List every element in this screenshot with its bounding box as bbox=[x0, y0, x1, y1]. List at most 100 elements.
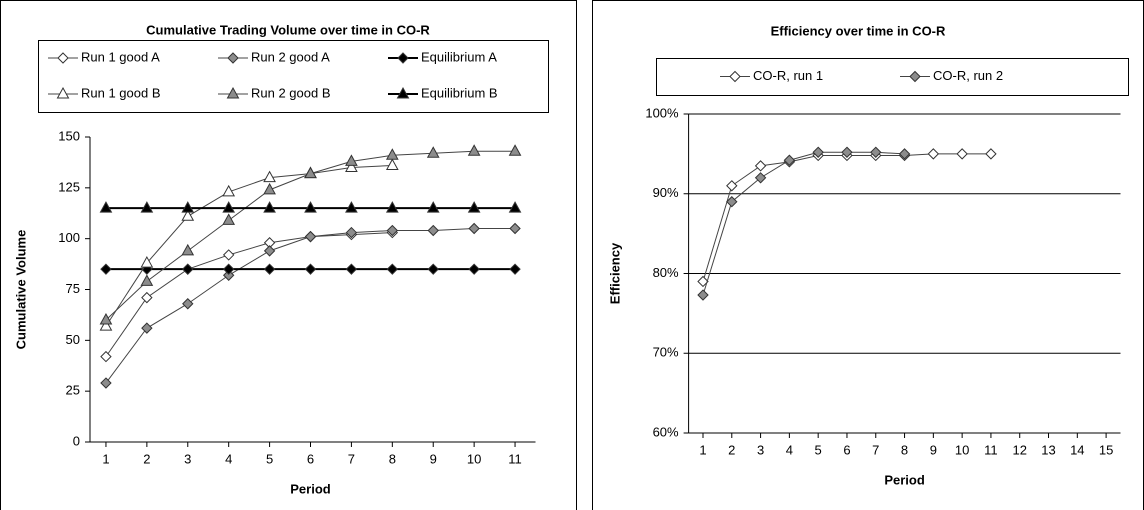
data-point bbox=[697, 289, 709, 301]
data-point bbox=[386, 224, 399, 237]
data-point bbox=[263, 170, 276, 183]
data-point bbox=[468, 222, 480, 235]
x-tick-label: 9 bbox=[430, 451, 437, 466]
x-tick-label: 4 bbox=[225, 451, 232, 466]
x-tick-label: 1 bbox=[102, 451, 109, 466]
legend-marker bbox=[56, 86, 70, 99]
y-tick-label: 70% bbox=[653, 345, 679, 360]
legend-marker bbox=[396, 86, 410, 99]
data-point bbox=[140, 256, 154, 268]
legend-box bbox=[656, 58, 1129, 96]
chart-title: Efficiency over time in CO-R bbox=[771, 23, 946, 38]
data-point bbox=[385, 148, 399, 160]
data-point bbox=[870, 146, 882, 158]
data-point bbox=[263, 201, 276, 213]
data-point bbox=[426, 146, 440, 158]
data-point bbox=[99, 312, 113, 325]
legend-label: CO-R, run 2 bbox=[933, 68, 1003, 83]
data-point bbox=[508, 144, 522, 156]
data-point bbox=[726, 196, 738, 208]
x-tick-label: 10 bbox=[955, 442, 969, 457]
data-point bbox=[812, 146, 824, 158]
data-point bbox=[841, 146, 853, 158]
data-point bbox=[345, 263, 358, 275]
data-point bbox=[345, 160, 358, 172]
x-tick-label: 7 bbox=[872, 442, 879, 457]
x-tick-label: 1 bbox=[699, 442, 706, 457]
x-tick-label: 5 bbox=[815, 442, 822, 457]
data-point bbox=[263, 182, 276, 195]
data-point bbox=[427, 224, 439, 237]
data-point bbox=[468, 263, 480, 275]
data-point bbox=[754, 160, 767, 172]
x-tick-label: 3 bbox=[757, 442, 764, 457]
data-point bbox=[263, 245, 276, 257]
data-point bbox=[140, 274, 154, 286]
legend-label: Equilibrium B bbox=[421, 85, 498, 100]
legend-label: CO-R, run 1 bbox=[753, 68, 823, 83]
x-tick-label: 7 bbox=[348, 451, 355, 466]
x-tick-label: 8 bbox=[389, 451, 396, 466]
data-point bbox=[386, 263, 399, 275]
data-point bbox=[222, 201, 236, 213]
x-axis-label: Period bbox=[884, 472, 925, 487]
y-tick-label: 100 bbox=[58, 230, 80, 245]
y-tick-label: 90% bbox=[653, 185, 679, 200]
data-point bbox=[956, 148, 968, 160]
data-point bbox=[141, 322, 153, 334]
x-tick-label: 6 bbox=[843, 442, 850, 457]
x-tick-label: 11 bbox=[984, 442, 998, 457]
legend-label: Run 2 good A bbox=[251, 49, 330, 64]
data-point bbox=[985, 148, 997, 160]
data-point bbox=[304, 230, 317, 243]
y-tick-label: 0 bbox=[73, 433, 80, 448]
data-point bbox=[754, 172, 767, 184]
data-point bbox=[509, 263, 521, 275]
series-line bbox=[105, 164, 393, 327]
data-point bbox=[181, 201, 195, 213]
x-tick-label: 2 bbox=[143, 451, 150, 466]
legend-marker bbox=[909, 70, 921, 83]
legend-box bbox=[38, 40, 549, 113]
legend-marker bbox=[729, 70, 741, 83]
x-tick-label: 15 bbox=[1099, 442, 1113, 457]
y-tick-label: 125 bbox=[58, 179, 80, 194]
data-point bbox=[99, 319, 113, 331]
data-point bbox=[182, 263, 194, 275]
data-point bbox=[100, 350, 112, 363]
legend-label: Run 1 good B bbox=[81, 85, 161, 100]
data-point bbox=[385, 201, 399, 213]
x-tick-label: 12 bbox=[1012, 442, 1026, 457]
data-point bbox=[898, 148, 911, 160]
y-tick-label: 100% bbox=[645, 105, 679, 120]
data-point bbox=[345, 201, 358, 213]
x-axis-label: Period bbox=[290, 481, 331, 496]
x-tick-label: 5 bbox=[266, 451, 273, 466]
y-tick-label: 80% bbox=[653, 265, 679, 280]
legend-marker bbox=[397, 52, 409, 64]
data-point bbox=[263, 263, 276, 275]
data-point bbox=[345, 226, 358, 239]
x-tick-label: 10 bbox=[467, 451, 481, 466]
x-tick-label: 6 bbox=[307, 451, 314, 466]
legend-marker bbox=[226, 86, 240, 99]
data-point bbox=[100, 263, 112, 275]
legend-label: Equilibrium A bbox=[421, 49, 497, 64]
x-tick-label: 9 bbox=[930, 442, 937, 457]
data-point bbox=[222, 249, 235, 261]
data-point bbox=[426, 201, 440, 213]
data-point bbox=[927, 148, 940, 160]
x-tick-label: 8 bbox=[901, 442, 908, 457]
series-line bbox=[105, 232, 393, 357]
x-tick-label: 3 bbox=[184, 451, 191, 466]
legend-label: Run 2 good B bbox=[251, 85, 331, 100]
y-tick-label: 60% bbox=[653, 424, 679, 439]
data-point bbox=[100, 377, 112, 389]
data-point bbox=[509, 222, 521, 235]
data-point bbox=[181, 209, 195, 221]
data-point bbox=[304, 201, 317, 213]
data-point bbox=[467, 201, 481, 213]
data-point bbox=[385, 158, 399, 170]
data-point bbox=[181, 243, 195, 256]
